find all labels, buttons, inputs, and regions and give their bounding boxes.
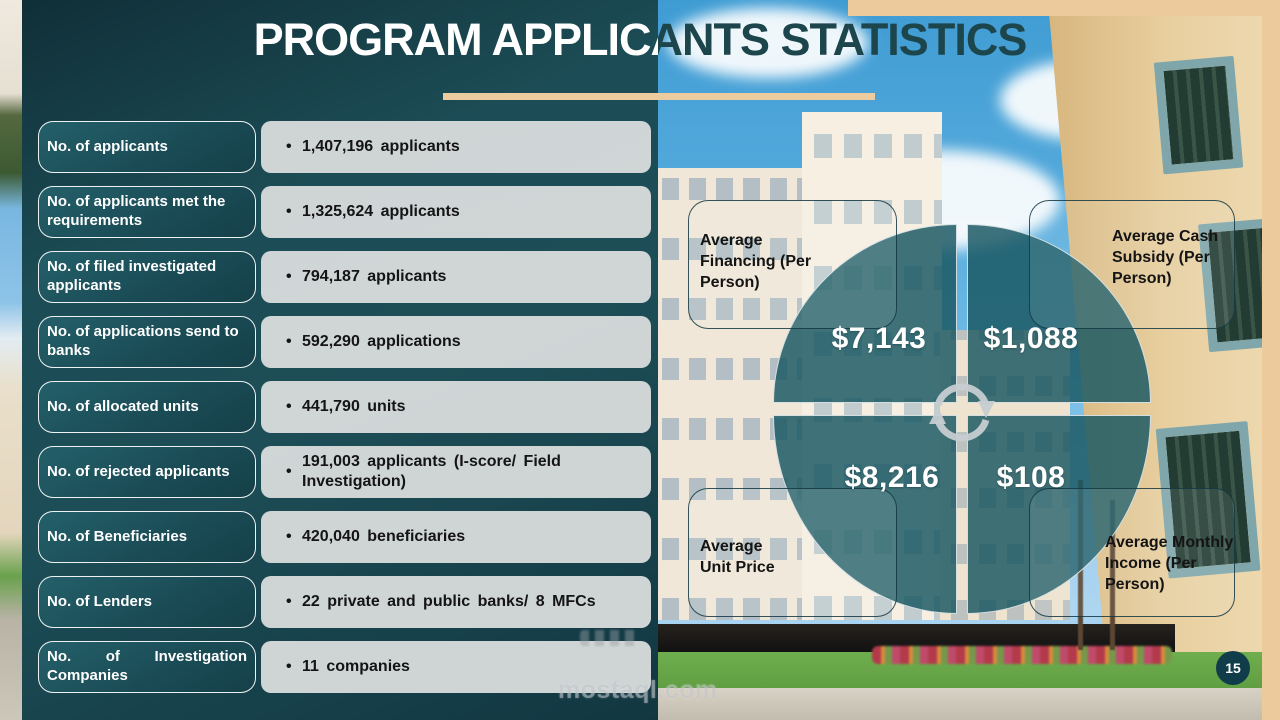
row-label: No. of Investigation Companies	[38, 641, 256, 693]
row-value: • 1,325,624 applicants	[261, 186, 651, 238]
quadrant-label-box	[688, 200, 897, 329]
stats-table: No. of applicants • 1,407,196 applicants …	[38, 121, 651, 706]
bullet-icon: •	[286, 528, 292, 546]
row-label-text: No. of applications send to banks	[47, 323, 239, 359]
table-row: No. of applicants met the requirements •…	[38, 186, 651, 238]
row-value: • 1,407,196 applicants	[261, 121, 651, 173]
table-row: No. of filed investigated applicants • 79…	[38, 251, 651, 303]
row-value: • 592,290 applications	[261, 316, 651, 368]
quadrant-label-box	[688, 488, 897, 617]
row-label-text: No. of rejected applicants	[47, 462, 230, 480]
row-value-text: 191,003 applicants (I-score/ Field Inves…	[302, 453, 561, 490]
row-value: • 22 private and public banks/ 8 MFCs	[261, 576, 651, 628]
quadrant-label: Average Financing (Per Person)	[700, 232, 812, 292]
row-label-text: No. of applicants met the requirements	[47, 193, 226, 229]
row-label: No. of applicants met the requirements	[38, 186, 256, 238]
row-label-text: No. of filed investigated applicants	[47, 258, 217, 294]
quadrant-label-box	[1029, 200, 1235, 329]
row-value-text: 794,187 applicants	[302, 268, 447, 286]
quadrant-label: Average Unit Price	[700, 538, 775, 577]
bullet-icon: •	[286, 658, 292, 676]
row-value-text: 22 private and public banks/ 8 MFCs	[302, 593, 596, 611]
row-value: • 794,187 applicants	[261, 251, 651, 303]
row-value: • 11 companies	[261, 641, 651, 693]
quadrant-value: $108	[996, 461, 1066, 494]
row-label: No. of rejected applicants	[38, 446, 256, 498]
row-value-text: 1,325,624 applicants	[302, 203, 460, 221]
quadrant-label: Average Cash Subsidy (Per Person)	[1112, 228, 1219, 288]
quadrant-value: $7,143	[831, 322, 927, 355]
row-value: • 420,040 beneficiaries	[261, 511, 651, 563]
bullet-icon: •	[286, 463, 292, 481]
page-number-badge: 15	[1216, 651, 1250, 685]
photo-window	[1153, 55, 1244, 175]
row-label-text: No. of Investigation Companies	[47, 648, 247, 684]
page-number: 15	[1225, 660, 1241, 676]
bullet-icon: •	[286, 268, 292, 286]
table-row: No. of Lenders • 22 private and public ba…	[38, 576, 651, 628]
table-row: No. of Beneficiaries • 420,040 beneficiar…	[38, 511, 651, 563]
table-row: No. of rejected applicants • 191,003 appl…	[38, 446, 651, 498]
top-accent-bar	[848, 0, 1280, 16]
row-label: No. of allocated units	[38, 381, 256, 433]
quadrant-value: $8,216	[844, 461, 940, 494]
watermark: mostaql.com	[558, 676, 718, 704]
photo-flowers	[872, 646, 1172, 664]
row-value: • 441,790 units	[261, 381, 651, 433]
row-value-text: 11 companies	[302, 658, 410, 676]
bullet-icon: •	[286, 203, 292, 221]
table-row: No. of Investigation Companies • 11 compa…	[38, 641, 651, 693]
row-value: • 191,003 applicants (I-score/ Field Inve…	[261, 446, 651, 498]
cloud	[668, 8, 868, 78]
photo-tree	[1110, 500, 1115, 650]
row-label-text: No. of Lenders	[47, 592, 153, 610]
bullet-icon: •	[286, 398, 292, 416]
sync-arrows-icon	[929, 383, 995, 442]
row-value-text: 420,040 beneficiaries	[302, 528, 466, 546]
table-row: No. of allocated units • 441,790 units	[38, 381, 651, 433]
row-value-text: 441,790 units	[302, 398, 406, 416]
row-label-text: No. of applicants	[47, 137, 168, 155]
row-label: No. of applicants	[38, 121, 256, 173]
page-title: PROGRAM APPLICANTS STATISTICS	[253, 14, 1028, 65]
page-title-overlay: PROGRAM APPLICANTS STATISTICS	[253, 14, 1027, 65]
table-row: No. of applicants • 1,407,196 applicants	[38, 121, 651, 173]
watermark-logo-icon	[580, 630, 640, 646]
row-label: No. of Lenders	[38, 576, 256, 628]
right-accent-bar	[1262, 0, 1280, 720]
photo-pavement	[640, 688, 1280, 720]
row-label-text: No. of Beneficiaries	[47, 527, 188, 545]
quadrant-value: $1,088	[983, 322, 1079, 355]
row-value-text: 592,290 applications	[302, 333, 461, 351]
quadrant-label-box	[1029, 488, 1235, 617]
bullet-icon: •	[286, 333, 292, 351]
table-row: No. of applications send to banks • 592,2…	[38, 316, 651, 368]
title-underline	[443, 93, 875, 100]
photo-left-strip	[0, 0, 22, 720]
row-label-text: No. of allocated units	[47, 397, 199, 415]
row-label: No. of filed investigated applicants	[38, 251, 256, 303]
row-label: No. of Beneficiaries	[38, 511, 256, 563]
row-value-text: 1,407,196 applicants	[302, 138, 460, 156]
row-label: No. of applications send to banks	[38, 316, 256, 368]
bullet-icon: •	[286, 138, 292, 156]
quadrant-label: Average Monthly Income (Per Person)	[1105, 534, 1234, 594]
bullet-icon: •	[286, 593, 292, 611]
